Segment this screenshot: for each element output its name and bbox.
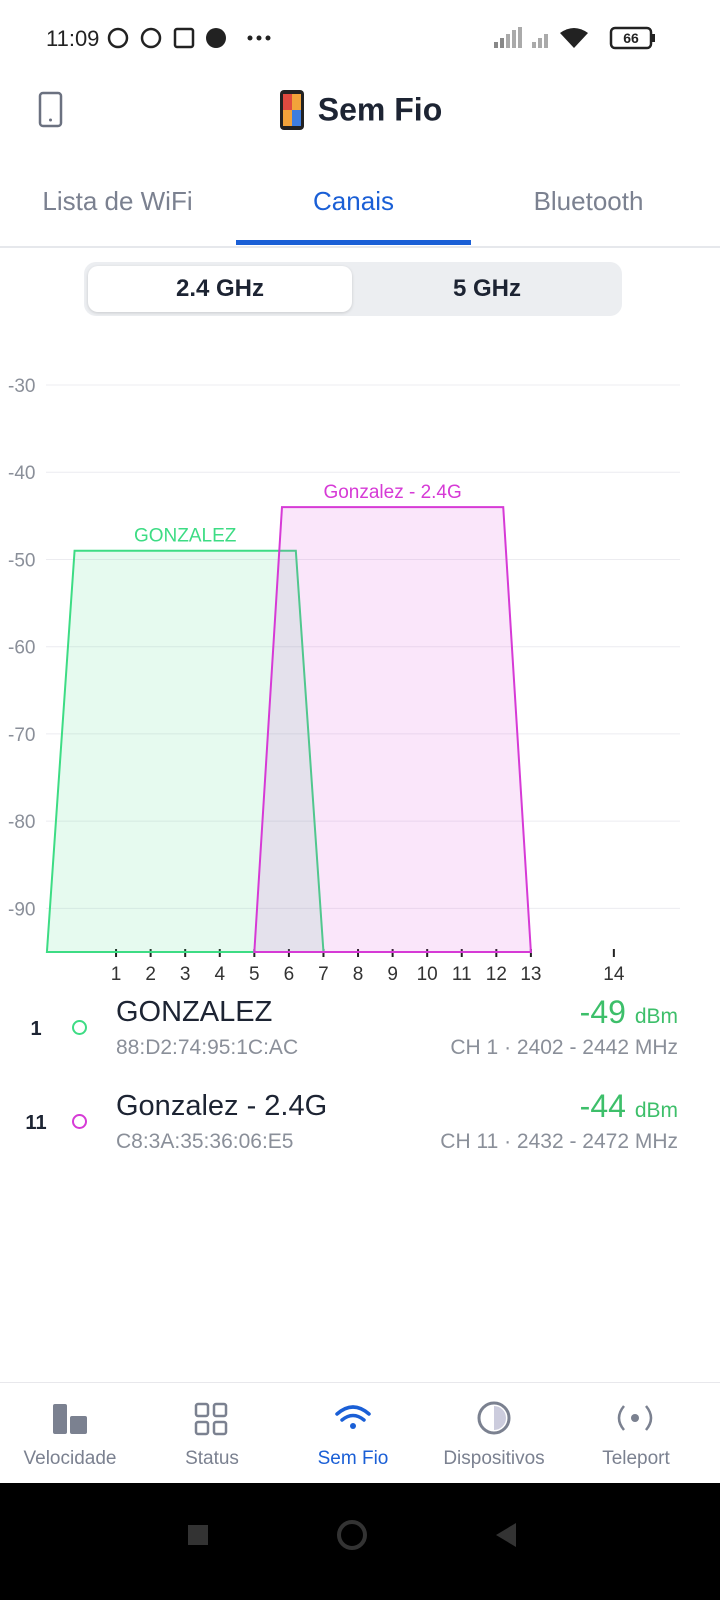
x-tick-label: 14 [603, 964, 625, 985]
nav-item[interactable]: Sem Fio [317, 1448, 389, 1469]
network-name[interactable]: Gonzalez - 2.4G [116, 1090, 328, 1122]
x-tick-label: 8 [353, 964, 364, 985]
nav-item[interactable]: Status [185, 1448, 239, 1469]
nav-item[interactable]: Velocidade [23, 1448, 117, 1469]
network-mac: C8:3A:35:36:06:E5 [116, 1130, 294, 1153]
bottom-nav [0, 1382, 720, 1484]
network-signal: -49 dBm [580, 994, 678, 1031]
nav-item[interactable]: Dispositivos [443, 1448, 545, 1469]
series-label: GONZALEZ [134, 526, 237, 547]
status-bar: 11:09 66 [0, 0, 720, 70]
y-tick-label: -50 [8, 550, 35, 571]
x-tick-label: 11 [452, 964, 472, 985]
x-tick-label: 7 [318, 964, 329, 985]
series-label: Gonzalez - 2.4G [323, 482, 461, 503]
y-tick-label: -70 [8, 725, 35, 746]
header-title: Sem Fio [317, 91, 443, 128]
network-signal: -44 dBm [580, 1088, 678, 1125]
signal-value: -49 [579, 994, 626, 1030]
system-icons: 66 [494, 26, 655, 50]
x-tick-label: 13 [520, 964, 541, 985]
x-tick-label: 12 [486, 964, 507, 985]
channel-chart: -30-40-50-60-70-80-901 2 3 4 5 6 7 8 9 10 11 12 13 14… [8, 376, 680, 985]
notification-icons [107, 27, 271, 49]
network-channel: 1 [30, 1018, 42, 1040]
nav-icons [53, 1401, 653, 1436]
tab[interactable]: Bluetooth [533, 186, 644, 216]
signal-unit: dBm [634, 1005, 678, 1028]
tab[interactable]: Lista de WiFi [42, 186, 193, 216]
x-tick-label: 10 [417, 964, 438, 985]
x-tick-label: 4 [214, 964, 225, 985]
network-detail: CH 1 · 2402 - 2442 MHz [450, 1036, 678, 1059]
network-channel: 11 [25, 1112, 47, 1134]
system-nav-bar [0, 1483, 720, 1600]
signal-unit: dBm [634, 1099, 678, 1122]
x-tick-label: 9 [387, 964, 398, 985]
network-name[interactable]: GONZALEZ [116, 996, 273, 1028]
divider [0, 246, 720, 248]
y-tick-label: -90 [8, 899, 35, 920]
device-icon[interactable] [36, 90, 66, 130]
y-tick-label: -80 [8, 812, 35, 833]
network-dot [72, 1114, 87, 1129]
network-mac: 88:D2:74:95:1C:AC [116, 1036, 299, 1059]
x-tick-label: 1 [111, 964, 122, 985]
x-tick-label: 3 [180, 964, 191, 985]
y-tick-label: -60 [8, 638, 35, 659]
tab-indicator [236, 240, 471, 245]
system-buttons [188, 1520, 516, 1550]
y-tick-label: -30 [8, 376, 35, 397]
x-tick-label: 5 [249, 964, 260, 985]
header: Sem Fio [0, 88, 720, 132]
band-option[interactable]: 2.4 GHz [88, 266, 352, 312]
band-option[interactable]: 5 GHz [452, 275, 521, 302]
app-icon [279, 90, 304, 130]
battery-level: 66 [623, 30, 639, 46]
x-tick-label: 2 [145, 964, 156, 985]
channel-area [253, 506, 532, 953]
channel-area [45, 549, 325, 953]
nav-item[interactable]: Teleport [602, 1448, 670, 1469]
x-tick-label: 6 [284, 964, 295, 985]
network-detail: CH 11 · 2432 - 2472 MHz [440, 1130, 678, 1153]
network-dot [72, 1020, 87, 1035]
tab[interactable]: Canais [313, 186, 394, 216]
y-tick-label: -40 [8, 463, 35, 484]
signal-value: -44 [579, 1088, 626, 1124]
clock: 11:09 [46, 26, 100, 51]
